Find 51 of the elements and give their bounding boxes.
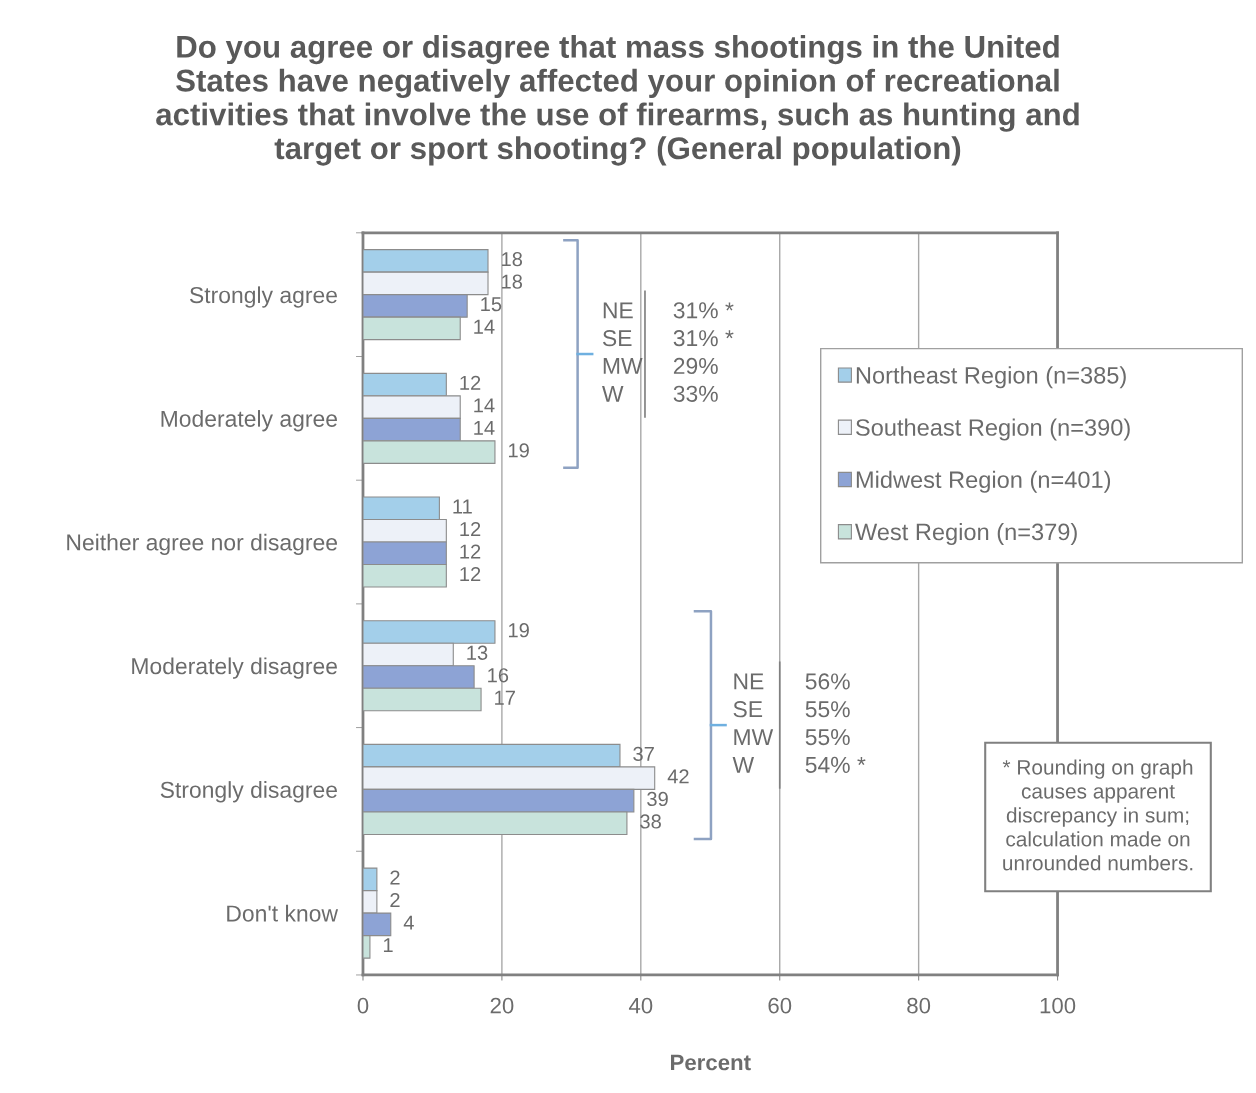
y-tick-label: Moderately agree: [161, 410, 337, 432]
legend-label: Midwest Region (n=401): [856, 470, 1111, 493]
data-label: 14: [474, 420, 495, 435]
y-tick-label: Strongly disagree: [160, 781, 337, 803]
data-label: 14: [474, 398, 495, 413]
x-tick-label: 80: [907, 997, 931, 1014]
data-label: 37: [633, 746, 654, 762]
text: NE 56%: [734, 673, 850, 690]
data-label: 19: [508, 623, 529, 638]
text: W 54% *: [732, 756, 866, 773]
data-label: 11: [453, 499, 472, 514]
legend-label: Southeast Region (n=390): [856, 418, 1130, 441]
x-tick-label: 20: [490, 997, 514, 1014]
y-tick-label: Neither agree nor disagree: [67, 533, 337, 556]
data-label: 38: [640, 814, 661, 829]
data-label: 17: [495, 690, 515, 705]
x-tick-label: 0: [357, 997, 369, 1014]
text: MW 55%: [734, 729, 850, 746]
data-label: 42: [667, 769, 689, 784]
y-tick-label: Strongly agree: [189, 286, 337, 308]
data-label: 15: [481, 297, 502, 312]
data-label: 12: [460, 566, 481, 582]
x-tick-label: 100: [1040, 997, 1076, 1014]
x-axis-title: Percent: [671, 1054, 751, 1071]
text: SE 55%: [733, 701, 850, 718]
legend-label: Northeast Region (n=385): [856, 366, 1126, 389]
data-label: 18: [502, 252, 523, 267]
data-label: 12: [460, 521, 481, 536]
legend-label: West Region (n=379): [855, 522, 1077, 545]
x-tick-label: 40: [628, 997, 653, 1014]
annotation: * Rounding on graph causes apparent discrepancy in sum; calculation made on unrounded numbers.: [1002, 759, 1193, 871]
data-label: 12: [460, 375, 481, 390]
data-label: 2: [390, 870, 400, 885]
text: SE 31% *: [602, 330, 734, 347]
text: MW 29%: [603, 357, 718, 375]
x-tick-label: 60: [768, 997, 792, 1014]
y-tick-label: Don't know: [227, 904, 339, 922]
data-label: 19: [508, 443, 529, 458]
y-tick-label: Moderately disagree: [132, 657, 337, 679]
data-label: 14: [474, 319, 495, 334]
data-label: 12: [460, 544, 481, 559]
data-label: 2: [390, 893, 400, 908]
data-label: 1: [383, 938, 393, 953]
data-label: 39: [647, 791, 668, 807]
data-label: 18: [502, 274, 523, 289]
text: W 33%: [602, 385, 718, 402]
data-label: 16: [488, 668, 509, 683]
text: NE 31% *: [603, 302, 734, 319]
data-label: 13: [467, 645, 488, 660]
chart-title: Do you agree or disagree that mass shootings in the United States have negatively affected your opinion of recreational activities that involve the use of firearms, such as hunting and target or sport shooting? (General population): [156, 34, 1079, 166]
data-label: 4: [403, 915, 414, 930]
